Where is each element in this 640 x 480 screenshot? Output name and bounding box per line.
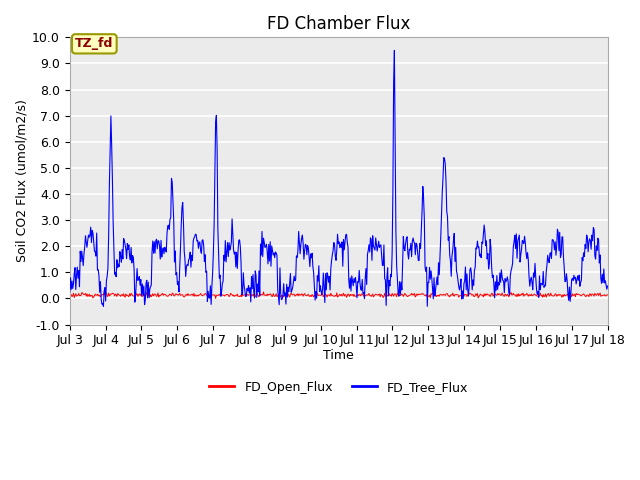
Legend: FD_Open_Flux, FD_Tree_Flux: FD_Open_Flux, FD_Tree_Flux bbox=[204, 376, 473, 399]
X-axis label: Time: Time bbox=[323, 348, 354, 361]
Title: FD Chamber Flux: FD Chamber Flux bbox=[267, 15, 410, 33]
Text: TZ_fd: TZ_fd bbox=[75, 37, 113, 50]
Y-axis label: Soil CO2 Flux (umol/m2/s): Soil CO2 Flux (umol/m2/s) bbox=[15, 99, 28, 263]
